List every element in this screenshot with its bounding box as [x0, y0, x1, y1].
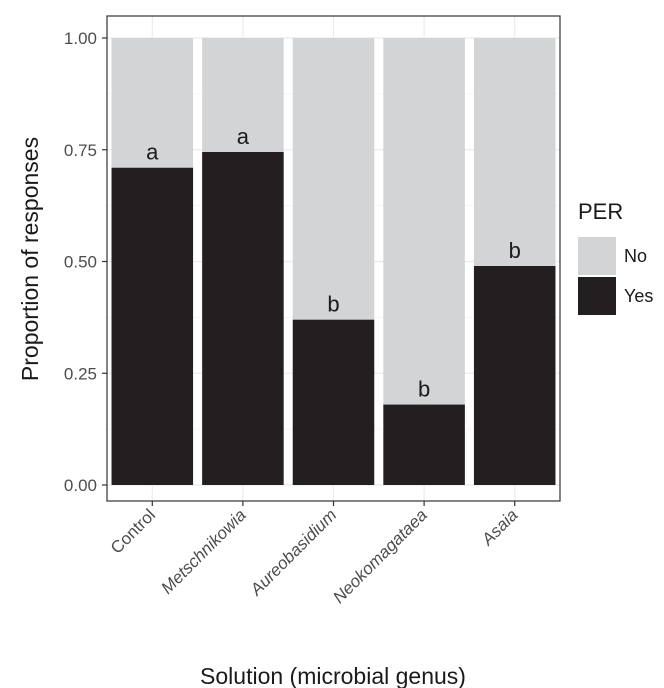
- y-tick-label: 0.25: [64, 364, 97, 383]
- legend-label-no: No: [624, 246, 647, 266]
- x-tick-label: Asaia: [477, 505, 521, 549]
- significance-letter: b: [327, 292, 339, 317]
- bar-yes-control: [111, 167, 194, 485]
- bar-yes-neokomagataea: [383, 404, 465, 485]
- legend-label-yes: Yes: [624, 286, 653, 306]
- significance-letter: a: [146, 140, 159, 165]
- bar-no-aureobasidium: [292, 38, 375, 320]
- y-tick-label: 0.50: [64, 253, 97, 272]
- significance-letter: b: [509, 238, 521, 263]
- x-tick-label: Control: [107, 505, 159, 557]
- bars: [111, 38, 556, 486]
- x-tick-label: Metschnikowia: [157, 505, 249, 597]
- x-axis-title: Solution (microbial genus): [200, 663, 466, 688]
- significance-labels: a a b b b: [146, 124, 521, 402]
- significance-letter: a: [237, 124, 250, 149]
- bar-no-control: [111, 38, 194, 168]
- y-tick-label: 0.00: [64, 476, 97, 495]
- y-axis: 0.00 0.25 0.50 0.75 1.00: [64, 29, 107, 495]
- bar-no-metschnikowia: [202, 38, 284, 152]
- bar-yes-asaia: [473, 265, 556, 485]
- x-axis: ControlMetschnikowiaAureobasidiumNeokoma…: [107, 501, 522, 607]
- legend-swatch-yes: [578, 277, 616, 315]
- bar-no-neokomagataea: [383, 38, 465, 405]
- bar-yes-metschnikowia: [202, 151, 284, 486]
- y-axis-title: Proportion of responses: [17, 137, 43, 381]
- bar-yes-aureobasidium: [292, 319, 375, 485]
- legend-swatch-no: [578, 237, 616, 275]
- y-tick-label: 0.75: [64, 141, 97, 160]
- x-tick-label: Neokomagataea: [329, 505, 431, 607]
- legend-title: PER: [578, 199, 623, 224]
- bar-no-asaia: [473, 38, 556, 266]
- significance-letter: b: [418, 377, 430, 402]
- x-tick-label: Aureobasidium: [246, 505, 340, 599]
- legend: PER No Yes: [578, 199, 653, 315]
- y-tick-label: 1.00: [64, 29, 97, 48]
